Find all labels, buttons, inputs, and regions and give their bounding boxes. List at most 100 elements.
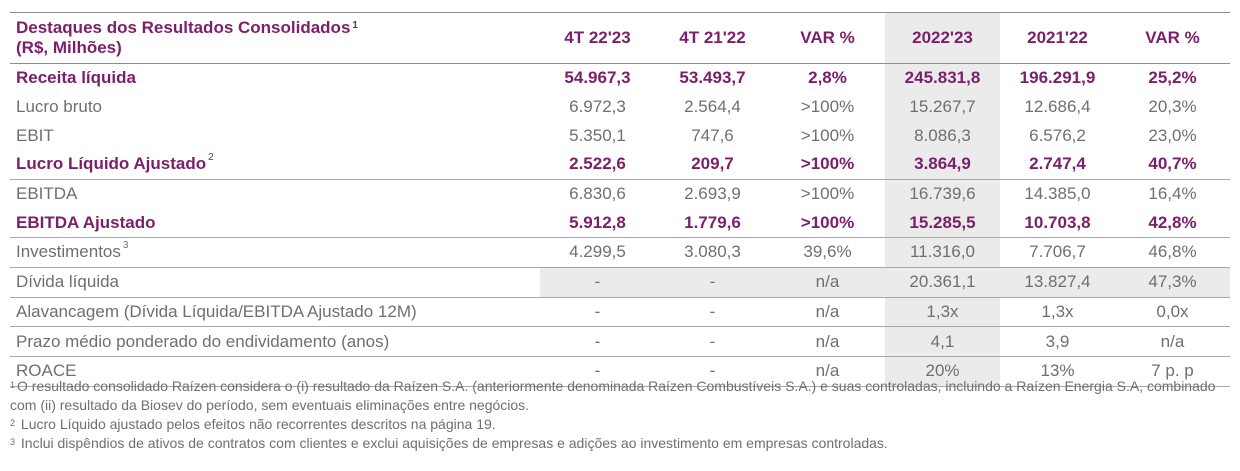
row-label-text: Investimentos [16,242,121,262]
cell: 54.967,3 [564,68,631,88]
table-title-line1: Destaques dos Resultados Consolidados [16,18,351,37]
row-label: Dívida líquida [10,267,540,297]
cell: 747,6 [691,125,734,145]
cell: 5.912,8 [569,212,626,232]
cell: - [655,267,770,297]
row-label-text: Prazo médio ponderado do endividamento (… [16,331,390,351]
cell: 15.267,7 [885,92,1000,122]
cell: 245.831,8 [885,63,1000,93]
table-title-line2: (R$, Milhões) [16,38,122,57]
cell: 16.739,6 [885,179,1000,209]
row-label: Lucro Líquido Ajustado 2 [10,150,540,179]
cell: 2.522,6 [569,154,626,174]
cell: 47,3% [1115,267,1230,297]
table-row: EBITDA 6.830,6 2.693,9 >100% 16.739,6 14… [10,179,1230,209]
table-row: Prazo médio ponderado do endividamento (… [10,326,1230,357]
col-header-var-quarter: VAR % [800,28,855,47]
row-footnote-marker: 3 [122,240,129,252]
table-row: Dívida líquida - - n/a 20.361,1 13.827,4… [10,267,1230,297]
cell: >100% [800,154,855,174]
cell: - [540,267,655,297]
cell: 42,8% [1148,212,1197,232]
table-header-row: Destaques dos Resultados Consolidados 1 (… [10,12,1230,64]
footnote-marker: 1 [10,380,16,390]
cell: 23,0% [1148,125,1197,145]
cell: - [709,331,716,351]
cell: n/a [770,267,885,297]
cell: 3.864,9 [885,150,1000,180]
col-header-2022-23: 2022'23 [885,12,1000,64]
cell: >100% [800,125,855,145]
results-table-container: Destaques dos Resultados Consolidados 1 (… [10,12,1230,387]
table-row: Alavancagem (Dívida Líquida/EBITDA Ajust… [10,297,1230,327]
row-label: Investimentos 3 [10,238,540,268]
cell: 209,7 [691,154,734,174]
row-label: Prazo médio ponderado do endividamento (… [10,327,540,357]
table-row: Lucro bruto 6.972,3 2.564,4 >100% 15.267… [10,92,1230,122]
row-label: EBITDA Ajustado [10,208,540,237]
cell: >100% [800,212,855,232]
table-row: EBITDA Ajustado 5.912,8 1.779,6 >100% 15… [10,208,1230,238]
footnote-marker: 3 [10,437,16,447]
cell: 1,3x [1041,301,1074,321]
cell: 7.706,7 [1029,242,1086,262]
cell: 1,3x [885,297,1000,327]
cell: - [709,361,716,381]
row-footnote-marker: 2 [208,152,214,164]
cell: 0,0x [1156,301,1189,321]
row-label-text: Alavancagem (Dívida Líquida/EBITDA Ajust… [16,301,417,321]
row-label-text: EBITDA [16,184,78,204]
row-label: Alavancagem (Dívida Líquida/EBITDA Ajust… [10,297,540,327]
cell: 10.703,8 [1024,212,1091,232]
cell: 14.385,0 [1024,184,1091,204]
row-label-text: ROACE [16,361,77,381]
footnote-text: Lucro Líquido ajustado pelos efeitos não… [20,416,496,432]
cell: 5.350,1 [569,125,626,145]
cell: 53.493,7 [679,68,746,88]
cell: 4.299,5 [569,242,626,262]
footnote-marker: 2 [10,418,16,428]
table-row: EBIT 5.350,1 747,6 >100% 8.086,3 6.576,2… [10,121,1230,151]
cell: 196.291,9 [1019,68,1096,88]
row-label-text: Lucro bruto [16,97,102,117]
cell: 12.686,4 [1024,97,1091,117]
cell: >100% [800,184,855,204]
col-header-var-year: VAR % [1145,28,1200,47]
footnote-text: O resultado consolidado Raízen considera… [10,378,1216,413]
cell: >100% [800,97,855,117]
col-header-4t-22-23: 4T 22'23 [564,28,631,47]
cell: 16,4% [1148,184,1197,204]
row-label: Receita líquida [10,64,540,93]
cell: - [594,301,601,321]
results-table: Destaques dos Resultados Consolidados 1 (… [10,12,1230,387]
row-label-text: Lucro Líquido Ajustado [16,154,207,174]
cell: 2.564,4 [684,97,741,117]
cell: n/a [815,331,840,351]
cell: 20,3% [1148,97,1197,117]
cell: 1.779,6 [684,212,741,232]
col-header-2021-22: 2021'22 [1027,28,1088,47]
cell: 15.285,5 [885,208,1000,238]
cell: 8.086,3 [885,121,1000,151]
cell: 20.361,1 [885,267,1000,297]
table-title: Destaques dos Resultados Consolidados 1 (… [10,13,540,64]
cell: 20% [885,356,1000,387]
table-row: ROACE - - n/a 20% 13% 7 p. p [10,356,1230,387]
table-row: Lucro Líquido Ajustado 2 2.522,6 209,7 >1… [10,150,1230,180]
cell: 46,8% [1148,242,1197,262]
footnote: 2 Lucro Líquido ajustado pelos efeitos n… [10,415,1230,434]
title-footnote-marker: 1 [352,20,358,31]
cell: 7 p. p [1151,361,1194,381]
row-label: EBITDA [10,179,540,208]
footnote-text: Inclui dispêndios de ativos de contratos… [20,435,888,451]
table-row: Investimentos 3 4.299,5 3.080,3 39,6% 11.… [10,237,1230,268]
cell: - [709,301,716,321]
cell: 39,6% [803,242,852,262]
footnote: 3 Inclui dispêndios de ativos de contrat… [10,434,1230,453]
cell: 2.747,4 [1029,154,1086,174]
cell: 13.827,4 [1000,267,1115,297]
cell: 25,2% [1148,68,1197,88]
cell: n/a [1160,331,1185,351]
cell: 6.830,6 [569,184,626,204]
